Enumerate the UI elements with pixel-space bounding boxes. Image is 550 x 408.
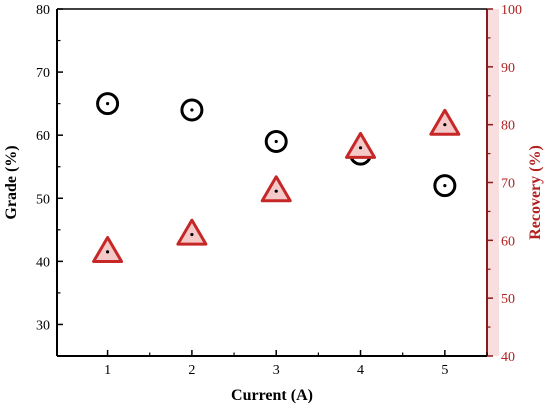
recovery-point bbox=[176, 218, 208, 246]
right-tick-label: 50 bbox=[501, 292, 515, 307]
grade-point bbox=[180, 98, 204, 122]
right-tick-label: 60 bbox=[501, 234, 515, 249]
grade-point bbox=[96, 92, 120, 116]
grade-point bbox=[264, 129, 288, 153]
x-tick-label: 4 bbox=[357, 363, 364, 378]
left-tick-label: 60 bbox=[36, 129, 50, 144]
recovery-point bbox=[429, 108, 461, 136]
right-axis-title: Recovery (%) bbox=[527, 145, 544, 240]
x-axis-ticks: 1 2 3 4 5 bbox=[104, 350, 488, 378]
left-axis-ticks: 30 40 50 60 70 80 bbox=[36, 3, 63, 357]
grade-point bbox=[433, 174, 457, 198]
recovery-point-center bbox=[358, 146, 363, 150]
left-tick-label: 40 bbox=[36, 255, 50, 270]
recovery-point-center bbox=[190, 232, 194, 237]
right-tick-label: 80 bbox=[501, 119, 515, 134]
recovery-point-center bbox=[274, 189, 278, 193]
left-tick-label: 70 bbox=[36, 66, 50, 81]
recovery-point bbox=[260, 175, 292, 203]
recovery-series bbox=[92, 108, 461, 263]
left-tick-label: 50 bbox=[36, 192, 50, 207]
recovery-point-center bbox=[105, 250, 110, 254]
recovery-point-center bbox=[443, 123, 447, 127]
grade-point-center bbox=[274, 139, 278, 144]
right-axis-ticks: 40 50 60 70 80 90 100 bbox=[487, 3, 522, 365]
right-tick-label: 70 bbox=[501, 177, 515, 192]
left-tick-label: 30 bbox=[36, 318, 50, 333]
grade-point-center bbox=[105, 102, 110, 106]
grade-point-center bbox=[190, 108, 194, 112]
right-tick-label: 90 bbox=[501, 61, 515, 76]
recovery-point bbox=[92, 236, 124, 263]
x-tick-label: 3 bbox=[273, 363, 280, 378]
x-tick-label: 2 bbox=[188, 363, 195, 378]
right-tick-label: 100 bbox=[501, 3, 522, 18]
x-axis-title: Current (A) bbox=[231, 387, 313, 404]
left-axis-title: Grade (%) bbox=[3, 145, 20, 219]
x-tick-label: 1 bbox=[104, 363, 111, 378]
recovery-point bbox=[345, 131, 377, 159]
x-tick-label: 5 bbox=[441, 363, 448, 378]
grade-point-center bbox=[443, 184, 447, 188]
right-tick-label: 40 bbox=[501, 350, 515, 365]
left-tick-label: 80 bbox=[36, 3, 50, 18]
